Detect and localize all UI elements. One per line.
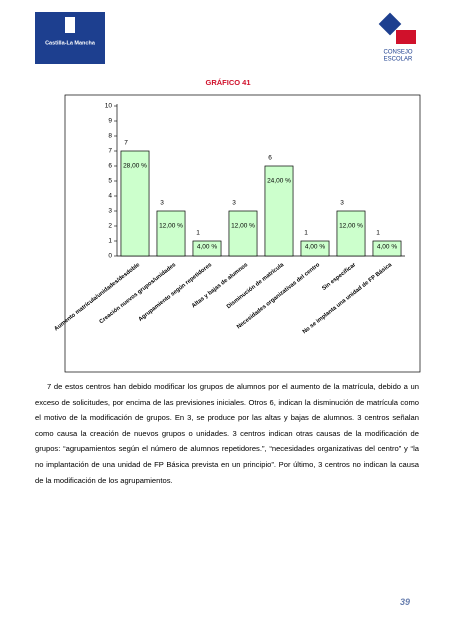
bar bbox=[120, 150, 150, 257]
y-tick-label: 8 bbox=[108, 133, 112, 140]
right-logo-text: ESCOLAR bbox=[384, 57, 413, 63]
y-tick-label: 5 bbox=[108, 178, 112, 185]
y-tick-label: 6 bbox=[108, 163, 112, 170]
percentage-label: 12,00 % bbox=[339, 223, 363, 230]
y-tick-label: 0 bbox=[108, 253, 112, 260]
bar bbox=[192, 240, 222, 257]
value-label: 1 bbox=[196, 230, 200, 237]
value-label: 3 bbox=[232, 200, 236, 207]
value-label: 1 bbox=[304, 230, 308, 237]
percentage-label: 4,00 % bbox=[305, 244, 325, 251]
value-label: 6 bbox=[268, 155, 272, 162]
percentage-label: 4,00 % bbox=[377, 244, 397, 251]
bar bbox=[300, 240, 330, 257]
right-logo-text: CONSEJO bbox=[383, 50, 412, 56]
chart-frame bbox=[64, 94, 421, 373]
percentage-label: 24,00 % bbox=[267, 178, 291, 185]
y-tick-label: 10 bbox=[105, 103, 113, 110]
chart-title: GRÁFICO 41 bbox=[205, 78, 250, 87]
y-tick-label: 9 bbox=[108, 118, 112, 125]
bar bbox=[228, 210, 258, 257]
y-tick-label: 2 bbox=[108, 223, 112, 230]
bar bbox=[156, 210, 186, 257]
bar bbox=[264, 165, 294, 257]
right-logo-shape bbox=[396, 30, 416, 44]
page-number: 39 bbox=[400, 597, 411, 607]
x-tick-label: Creación nuevos grupos/unidades bbox=[99, 262, 178, 325]
bar bbox=[372, 240, 402, 257]
percentage-label: 4,00 % bbox=[197, 244, 217, 251]
value-label: 3 bbox=[340, 200, 344, 207]
y-tick-label: 7 bbox=[108, 148, 112, 155]
x-tick-label: Necesidades organizativas del centro bbox=[236, 262, 322, 331]
y-tick-label: 3 bbox=[108, 208, 112, 215]
x-tick-label: Agrupamiento según repetidores bbox=[138, 262, 214, 323]
percentage-label: 12,00 % bbox=[159, 223, 183, 230]
bar bbox=[336, 210, 366, 257]
left-logo-text: Castilla-La Mancha bbox=[45, 40, 96, 46]
value-label: 7 bbox=[124, 140, 128, 147]
x-tick-label: Disminución de matrícula bbox=[226, 262, 286, 311]
y-tick-label: 4 bbox=[108, 193, 112, 200]
value-label: 3 bbox=[160, 200, 164, 207]
body-paragraph: 7 de estos centros han debido modificar … bbox=[35, 382, 419, 485]
y-tick-label: 1 bbox=[108, 238, 112, 245]
logo-emblem bbox=[65, 17, 75, 33]
value-label: 1 bbox=[376, 230, 380, 237]
x-tick-label: Sin especificar bbox=[321, 262, 358, 292]
percentage-label: 12,00 % bbox=[231, 223, 255, 230]
percentage-label: 28,00 % bbox=[123, 163, 147, 170]
